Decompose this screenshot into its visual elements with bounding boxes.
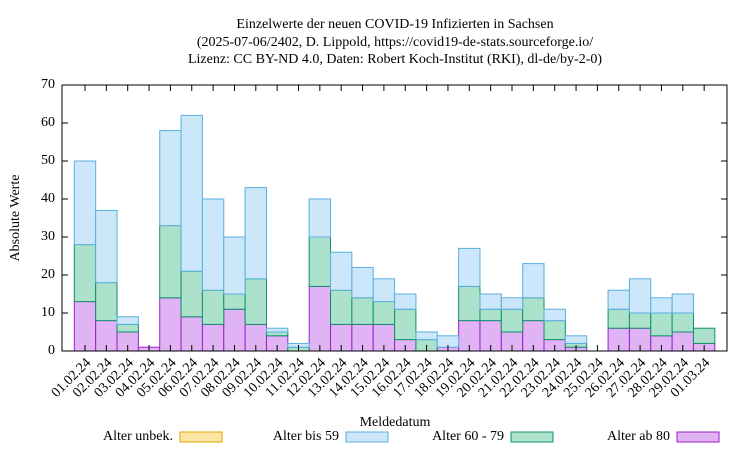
chart-title: Einzelwerte der neuen COVID-19 Infiziert… (236, 17, 553, 32)
y-tick-label: 20 (41, 267, 55, 282)
bar (564, 335, 588, 344)
bar (543, 308, 566, 322)
bar (500, 297, 524, 310)
bar (522, 263, 545, 299)
bar (522, 297, 545, 322)
bar (628, 312, 652, 329)
legend-label: Alter ab 80 (607, 429, 670, 444)
y-tick-label: 60 (41, 115, 55, 130)
bar (628, 278, 652, 314)
bar (244, 278, 267, 325)
bar (73, 301, 97, 352)
chart-title: (2025-07-06/2402, D. Lippold, https://co… (197, 35, 593, 50)
legend-label: Alter 60 - 79 (432, 429, 504, 444)
y-tick-label: 30 (41, 229, 55, 244)
legend-swatch (345, 431, 389, 443)
bar (223, 236, 246, 295)
bar (308, 236, 332, 287)
bar (372, 301, 396, 325)
chart-title: Lizenz: CC BY-ND 4.0, Daten: Robert Koch… (188, 52, 602, 67)
y-tick-label: 0 (48, 343, 55, 358)
bar (671, 293, 694, 314)
legend-label: Alter unbek. (103, 429, 173, 444)
y-tick-label: 40 (41, 191, 55, 206)
bar (500, 308, 524, 333)
bar (351, 297, 374, 325)
y-tick-label: 10 (41, 305, 55, 320)
bar (116, 323, 139, 333)
y-tick-label: 70 (41, 77, 55, 92)
bar (180, 270, 203, 318)
legend-swatch (510, 431, 554, 443)
bar (159, 297, 182, 352)
y-axis-label: Absolute Werte (8, 175, 23, 262)
bar (201, 289, 225, 325)
bar (180, 114, 203, 272)
legend-label: Alter bis 59 (273, 429, 339, 444)
bar (201, 198, 225, 291)
bar (159, 130, 182, 227)
bar (458, 247, 481, 287)
plot-frame (61, 84, 728, 352)
bar (351, 266, 374, 299)
x-axis-label: Meldedatum (360, 415, 431, 430)
bar (692, 327, 716, 344)
bar (650, 312, 673, 337)
bar (223, 308, 246, 352)
bar (394, 308, 417, 341)
bar (372, 278, 396, 303)
bar (479, 308, 502, 322)
bar (116, 316, 139, 325)
bar (671, 312, 694, 333)
bar (95, 282, 118, 322)
bar (543, 320, 566, 341)
bar (73, 244, 97, 303)
bar (308, 198, 332, 238)
legend-swatch (179, 431, 223, 443)
bar (159, 225, 182, 299)
bar (330, 289, 353, 325)
bar (394, 293, 417, 310)
y-tick-label: 50 (41, 153, 55, 168)
bar (265, 331, 289, 337)
bar (244, 187, 267, 280)
bar (607, 308, 630, 329)
bar (330, 251, 353, 291)
bar (458, 285, 481, 322)
legend-swatch (676, 431, 720, 443)
bar (607, 289, 630, 310)
bar (650, 297, 673, 314)
bar (73, 160, 97, 246)
bar (415, 331, 438, 341)
bar (95, 209, 118, 284)
bar (308, 285, 332, 352)
bar (479, 293, 502, 310)
bar (265, 327, 289, 333)
bar (223, 293, 246, 310)
